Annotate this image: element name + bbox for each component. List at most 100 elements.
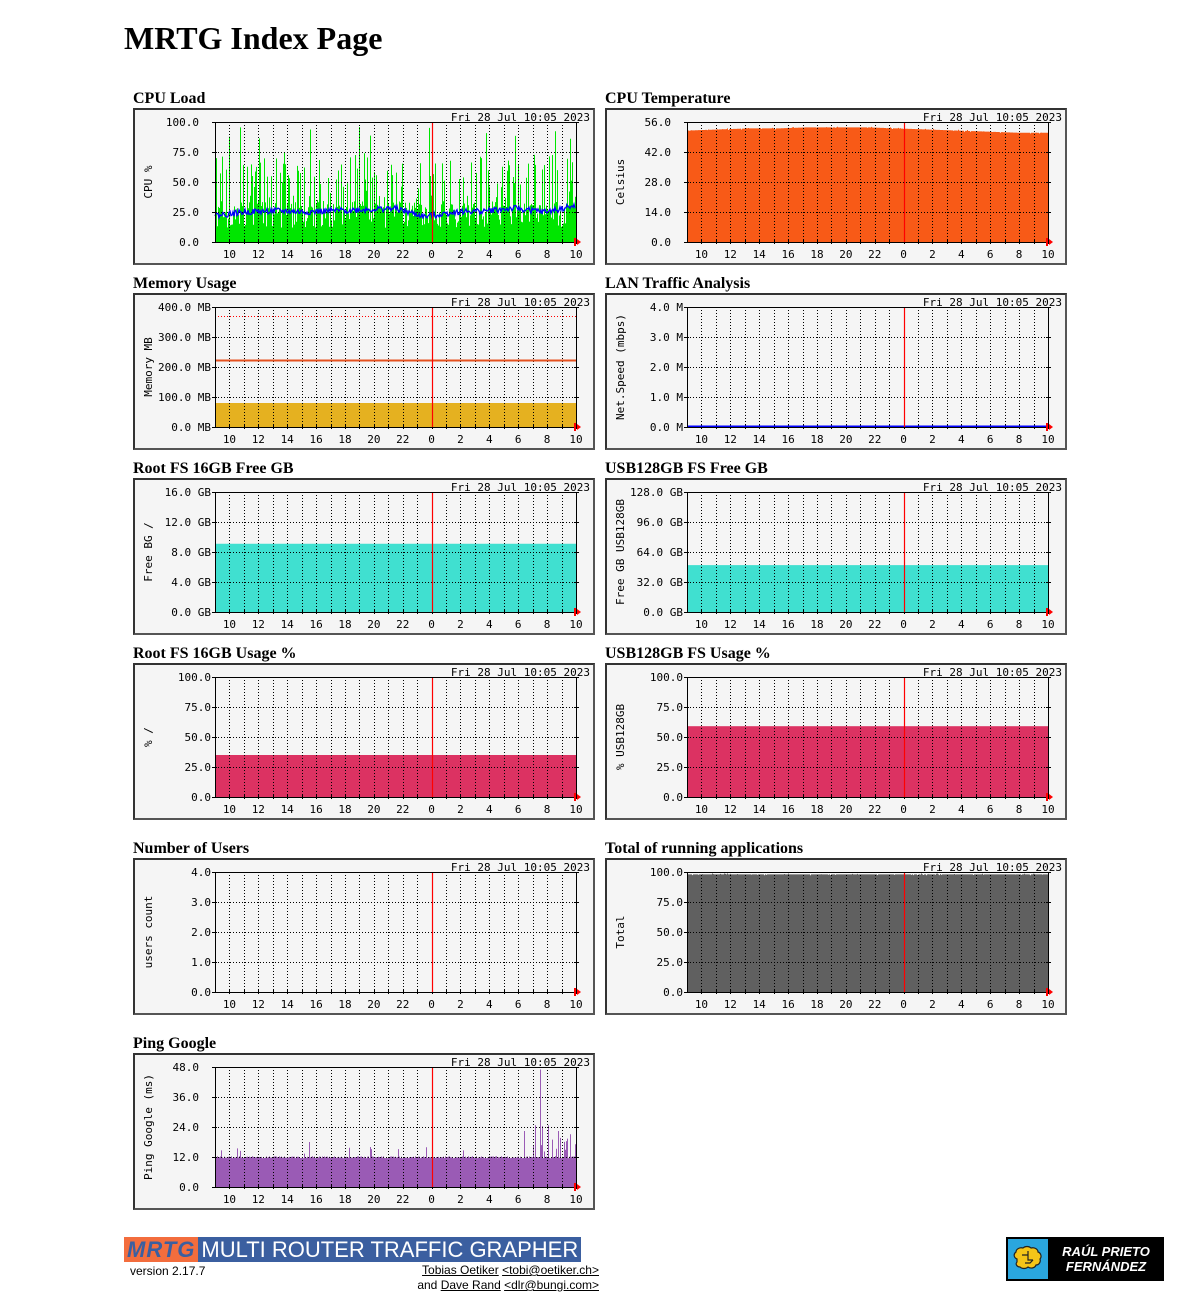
graph-link-cpu-load[interactable]: Fri 28 Jul 10:05 2023 100.0 75.0 50.0 25.0 0.… (133, 108, 595, 265)
graph-title: CPU Temperature (605, 90, 731, 107)
graph-cpu-load: CPU Load Fri 28 Jul 10:05 2023 100.0 75.0 5… (133, 90, 595, 265)
y-axis-label: Free GB USB128GB (614, 499, 627, 605)
x-tick-label: 2 (457, 433, 464, 446)
x-tick-label: 10 (223, 248, 236, 261)
brain-circuit-icon (1008, 1239, 1048, 1279)
graph-lan-traffic: LAN Traffic Analysis Fri 28 Jul 10:05 20… (605, 275, 1067, 450)
graph-link-ping-google[interactable]: Fri 28 Jul 10:05 2023 48.0 36.0 24.0 12.0 0.0… (133, 1053, 595, 1210)
x-tick-label: 10 (569, 618, 582, 631)
x-tick-label: 14 (753, 803, 767, 816)
x-tick-label: 4 (958, 433, 965, 446)
graph-link-usb-fs-usage[interactable]: Fri 28 Jul 10:05 2023 100.0 75.0 50.0 25.0 0.… (605, 663, 1067, 820)
graph-link-usb-fs-free[interactable]: Fri 28 Jul 10:05 2023 128.0 GB 96.0 GB 64.0… (605, 478, 1067, 635)
graph-link-cpu-temperature[interactable]: Fri 28 Jul 10:05 2023 56.0 42.0 28.0 14.0 0.0… (605, 108, 1067, 265)
y-tick-label: 12.0 GB (165, 516, 212, 529)
y-tick-label: 8.0 GB (171, 546, 211, 559)
author2-link[interactable]: Dave Rand (440, 1278, 501, 1292)
x-tick-label: 20 (367, 998, 380, 1011)
x-tick-label: 4 (486, 433, 493, 446)
y-tick-label: 0.0 (179, 1181, 199, 1194)
x-tick-label: 14 (281, 998, 295, 1011)
graph-link-number-of-users[interactable]: Fri 28 Jul 10:05 2023 4.0 3.0 2.0 1.0 0.0 10 12… (133, 858, 595, 1015)
y-tick-label: 100.0 (650, 671, 683, 684)
x-tick-label: 12 (724, 248, 737, 261)
x-tick-label: 10 (695, 248, 708, 261)
x-tick-label: 18 (810, 998, 823, 1011)
brand-name: RAÚL PRIETO FERNÁNDEZ (1048, 1244, 1164, 1274)
y-tick-label: 56.0 (645, 116, 672, 129)
x-tick-label: 12 (252, 248, 265, 261)
x-tick-label: 22 (396, 433, 409, 446)
graph-title: LAN Traffic Analysis (605, 275, 751, 292)
graph-link-memory-usage[interactable]: Fri 28 Jul 10:05 2023 400.0 MB 300.0 MB 200… (133, 293, 595, 450)
x-tick-label: 10 (695, 998, 708, 1011)
mrtg-logo-long: MULTI ROUTER TRAFFIC GRAPHER (198, 1237, 582, 1262)
y-tick-label: 50.0 (185, 731, 212, 744)
brand-badge-link[interactable]: RAÚL PRIETO FERNÁNDEZ (1006, 1237, 1164, 1281)
y-tick-label: 4.0 M (650, 301, 683, 314)
x-tick-label: 10 (569, 433, 582, 446)
x-tick-label: 14 (753, 433, 767, 446)
x-tick-label: 8 (544, 998, 551, 1011)
x-tick-label: 20 (839, 248, 852, 261)
y-tick-label: 4.0 GB (171, 576, 211, 589)
x-tick-label: 2 (929, 618, 936, 631)
x-tick-label: 0 (900, 998, 907, 1011)
x-tick-label: 12 (252, 618, 265, 631)
graph-running-applications: Total of running applications Fri 28 Jul… (605, 840, 1067, 1015)
y-tick-label: 0.0 GB (643, 606, 683, 619)
x-tick-label: 8 (1016, 618, 1023, 631)
x-tick-label: 0 (900, 618, 907, 631)
y-tick-label: 0.0 (651, 236, 671, 249)
x-tick-label: 10 (223, 998, 236, 1011)
version-label: version 2.17.7 (130, 1264, 206, 1278)
y-tick-label: 16.0 GB (165, 486, 212, 499)
y-tick-label: 4.0 (191, 866, 211, 879)
x-tick-label: 12 (252, 803, 265, 816)
mrtg-logo-link[interactable]: MRTG MULTI ROUTER TRAFFIC GRAPHER (124, 1237, 582, 1262)
x-tick-label: 0 (900, 803, 907, 816)
x-tick-label: 10 (695, 433, 708, 446)
x-tick-label: 10 (223, 433, 236, 446)
y-tick-label: 50.0 (657, 926, 684, 939)
graph-link-running-applications[interactable]: Fri 28 Jul 10:05 2023 100.0 75.0 50.0 25.0 0.… (605, 858, 1067, 1015)
x-tick-label: 16 (781, 998, 794, 1011)
x-tick-label: 10 (223, 1193, 236, 1206)
graph-timestamp: Fri 28 Jul 10:05 2023 (451, 1056, 590, 1069)
x-tick-label: 2 (457, 248, 464, 261)
x-tick-label: 0 (428, 248, 435, 261)
x-tick-label: 12 (724, 433, 737, 446)
x-tick-label: 22 (396, 803, 409, 816)
graph-link-root-fs-usage[interactable]: Fri 28 Jul 10:05 2023 100.0 75.0 50.0 25.0 0.… (133, 663, 595, 820)
y-axis-label: Net.Speed (mbps) (614, 314, 627, 420)
y-tick-label: 48.0 (173, 1061, 200, 1074)
y-tick-label: 1.0 (191, 956, 211, 969)
x-tick-label: 22 (396, 1193, 409, 1206)
graph-link-lan-traffic[interactable]: Fri 28 Jul 10:05 2023 4.0 M 3.0 M 2.0 M 1.0 … (605, 293, 1067, 450)
graph-timestamp: Fri 28 Jul 10:05 2023 (451, 666, 590, 679)
x-tick-label: 20 (367, 618, 380, 631)
author1-link[interactable]: Tobias Oetiker (422, 1263, 499, 1277)
x-tick-label: 20 (839, 433, 852, 446)
graph-link-root-fs-free[interactable]: Fri 28 Jul 10:05 2023 16.0 GB 12.0 GB 8.0 G… (133, 478, 595, 635)
x-tick-label: 4 (958, 248, 965, 261)
y-tick-label: 100.0 (166, 116, 199, 129)
x-tick-label: 6 (515, 803, 522, 816)
x-tick-label: 10 (223, 803, 236, 816)
y-tick-label: 200.0 MB (158, 361, 211, 374)
x-tick-label: 6 (987, 998, 994, 1011)
y-tick-label: 100.0 (178, 671, 211, 684)
x-tick-label: 18 (338, 803, 351, 816)
x-tick-label: 16 (309, 248, 322, 261)
x-tick-label: 10 (1041, 433, 1054, 446)
x-tick-label: 16 (781, 433, 794, 446)
author1-email-link[interactable]: <tobi@oetiker.ch> (502, 1263, 599, 1277)
x-tick-label: 18 (338, 998, 351, 1011)
y-tick-label: 400.0 MB (158, 301, 211, 314)
x-tick-label: 4 (486, 998, 493, 1011)
credits: Tobias Oetiker <tobi@oetiker.ch> and Dav… (340, 1263, 599, 1293)
graph-canvas: Fri 28 Jul 10:05 2023 16.0 GB 12.0 GB 8.0 G… (142, 481, 590, 631)
author2-email-link[interactable]: <dlr@bungi.com> (504, 1278, 599, 1292)
x-tick-label: 14 (281, 618, 295, 631)
x-tick-label: 22 (396, 618, 409, 631)
